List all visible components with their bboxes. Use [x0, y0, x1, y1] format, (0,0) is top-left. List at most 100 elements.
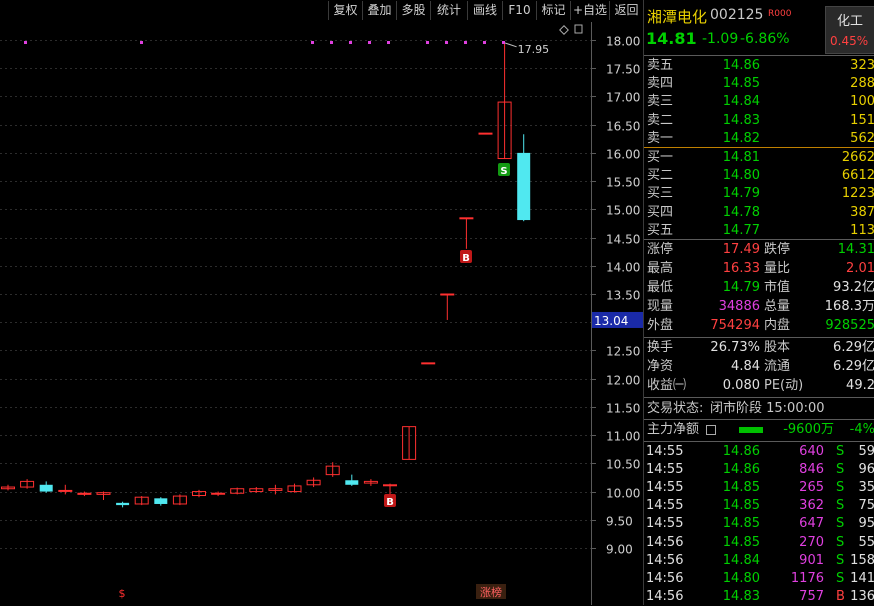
- tick-side: S: [836, 480, 845, 496]
- tick-row[interactable]: 14:56 14.83 757 B 136: [644, 588, 874, 606]
- candle-body: [287, 485, 302, 493]
- y-tick-label: 11.00: [606, 430, 640, 444]
- ask-volume: 562: [850, 130, 874, 146]
- tick-row[interactable]: 14:56 14.84 901 S 158: [644, 552, 874, 570]
- limit-up-value: 17.49: [722, 242, 760, 257]
- tick-count: 96: [858, 462, 874, 478]
- bid-row[interactable]: 买五 14.77 113: [644, 222, 874, 240]
- candle-body: [20, 480, 35, 488]
- window-icon: [574, 24, 583, 34]
- tick-side: S: [836, 552, 845, 568]
- tick-price: 14.84: [722, 552, 760, 568]
- tick-count: 95: [858, 516, 874, 532]
- y-tick-label: 16.50: [606, 120, 640, 134]
- ask-price: 14.83: [722, 112, 760, 128]
- bid-volume: 1223: [841, 186, 874, 202]
- tick-count: 158: [850, 552, 874, 568]
- mark-button[interactable]: 标记: [536, 1, 570, 20]
- candle-body: [211, 492, 226, 495]
- bid-label: 买三: [647, 186, 674, 202]
- f10-button[interactable]: F10: [502, 1, 536, 20]
- low-value: 14.79: [722, 280, 760, 295]
- bid-row[interactable]: 买三 14.79 1223: [644, 185, 874, 203]
- ask-price: 14.84: [722, 94, 760, 110]
- bid-label: 买二: [647, 168, 674, 184]
- tick-side: B: [836, 588, 845, 604]
- divider: [644, 239, 874, 240]
- price-tag: 13.04: [594, 314, 628, 328]
- divider: [644, 397, 874, 398]
- chart-canvas[interactable]: 18.00 17.50 17.00 16.50 16.00 15.50 15.00 14.50…: [0, 22, 643, 605]
- sell-marker-bg: [498, 163, 510, 176]
- overlay-button[interactable]: 叠加: [362, 1, 396, 20]
- candlestick-chart[interactable]: 18.00 17.50 17.00 16.50 16.00 15.50 15.00 14.50…: [0, 22, 643, 605]
- trade-status-label: 交易状态:: [647, 401, 704, 416]
- add-watchlist-button[interactable]: +自选: [570, 1, 609, 20]
- tick-price: 14.83: [722, 588, 760, 604]
- bid-label: 买一: [647, 150, 674, 165]
- tick-volume: 901: [799, 552, 824, 568]
- pe-value: 49.2: [846, 378, 874, 393]
- statistics-button[interactable]: 统计: [430, 1, 467, 20]
- tick-count: 59: [858, 444, 874, 459]
- mainflow-bar: [739, 427, 763, 433]
- high-value: 16.33: [722, 261, 760, 276]
- bid-price: 14.80: [722, 168, 760, 184]
- trade-status-value: 闭市阶段 15:00:00: [710, 401, 825, 416]
- candle-body: [1, 486, 15, 490]
- mainflow-label: 主力净额: [647, 422, 700, 437]
- divider: [644, 55, 874, 56]
- equity-value: 6.29亿: [833, 340, 874, 355]
- limit-board-badge: 涨榜: [480, 585, 502, 599]
- candle-body: [345, 480, 359, 485]
- mktcap-value: 93.2亿: [833, 280, 874, 295]
- tick-row[interactable]: 14:56 14.80 1176 S 141: [644, 570, 874, 588]
- back-button[interactable]: 返回: [609, 1, 643, 20]
- float-value: 6.29亿: [833, 359, 874, 374]
- ask-row[interactable]: 卖三 14.84 100: [644, 93, 874, 111]
- draw-line-button[interactable]: 画线: [467, 1, 502, 20]
- ask-row[interactable]: 卖二 14.83 151: [644, 112, 874, 130]
- candle-body: [440, 293, 455, 296]
- ask-price: 14.86: [722, 58, 760, 73]
- candle-body: [172, 495, 187, 505]
- tick-time: 14:56: [646, 588, 684, 604]
- ask-row[interactable]: 卖一 14.82 562: [644, 130, 874, 148]
- vol-ratio-label: 量比: [764, 261, 791, 276]
- price-change-pct: -6.86%: [740, 31, 790, 47]
- list-icon[interactable]: [706, 425, 716, 435]
- stock-code: 002125: [710, 7, 764, 23]
- sector-name: 化工: [837, 14, 864, 29]
- signal-dot: [502, 41, 505, 44]
- candle-body: [77, 492, 92, 495]
- tick-row[interactable]: 14:55 14.85 647 S 95: [644, 515, 874, 533]
- float-label: 流通: [764, 359, 791, 374]
- bid-row[interactable]: 买四 14.78 387: [644, 204, 874, 222]
- candle-body: [268, 488, 283, 491]
- ask-row[interactable]: 卖四 14.85 288: [644, 75, 874, 93]
- bid-row[interactable]: 买二 14.80 6612: [644, 167, 874, 185]
- candle-body: [459, 217, 474, 220]
- tick-side: S: [836, 462, 845, 478]
- tick-row[interactable]: 14:55 14.85 265 S 35: [644, 479, 874, 497]
- signal-dot: [445, 41, 448, 44]
- tick-row[interactable]: 14:55 14.86 846 S 96: [644, 461, 874, 479]
- candle-body: [230, 488, 245, 494]
- candle-body: [325, 465, 340, 476]
- tick-row[interactable]: 14:56 14.85 270 S 55: [644, 534, 874, 552]
- buy-marker: B: [462, 253, 470, 264]
- tick-time: 14:55: [646, 480, 684, 496]
- tick-row[interactable]: 14:55 14.85 362 S 75: [644, 497, 874, 515]
- sector-box[interactable]: 化工 0.45%: [825, 6, 874, 54]
- tick-count: 136: [850, 588, 874, 604]
- divider: [644, 441, 874, 442]
- tick-time: 14:55: [646, 516, 684, 532]
- bid-row[interactable]: 买一 14.81 2662: [644, 149, 874, 167]
- adjust-button[interactable]: 复权: [328, 1, 362, 20]
- ask-row[interactable]: 卖五 14.86 323: [644, 57, 874, 75]
- tick-row[interactable]: 14:55 14.86 640 S 59: [644, 443, 874, 461]
- pe-label: PE(动): [764, 378, 804, 393]
- multi-stock-button[interactable]: 多股: [396, 1, 430, 20]
- y-tick-label: 10.50: [606, 458, 640, 472]
- y-tick-label: 12.50: [606, 345, 640, 359]
